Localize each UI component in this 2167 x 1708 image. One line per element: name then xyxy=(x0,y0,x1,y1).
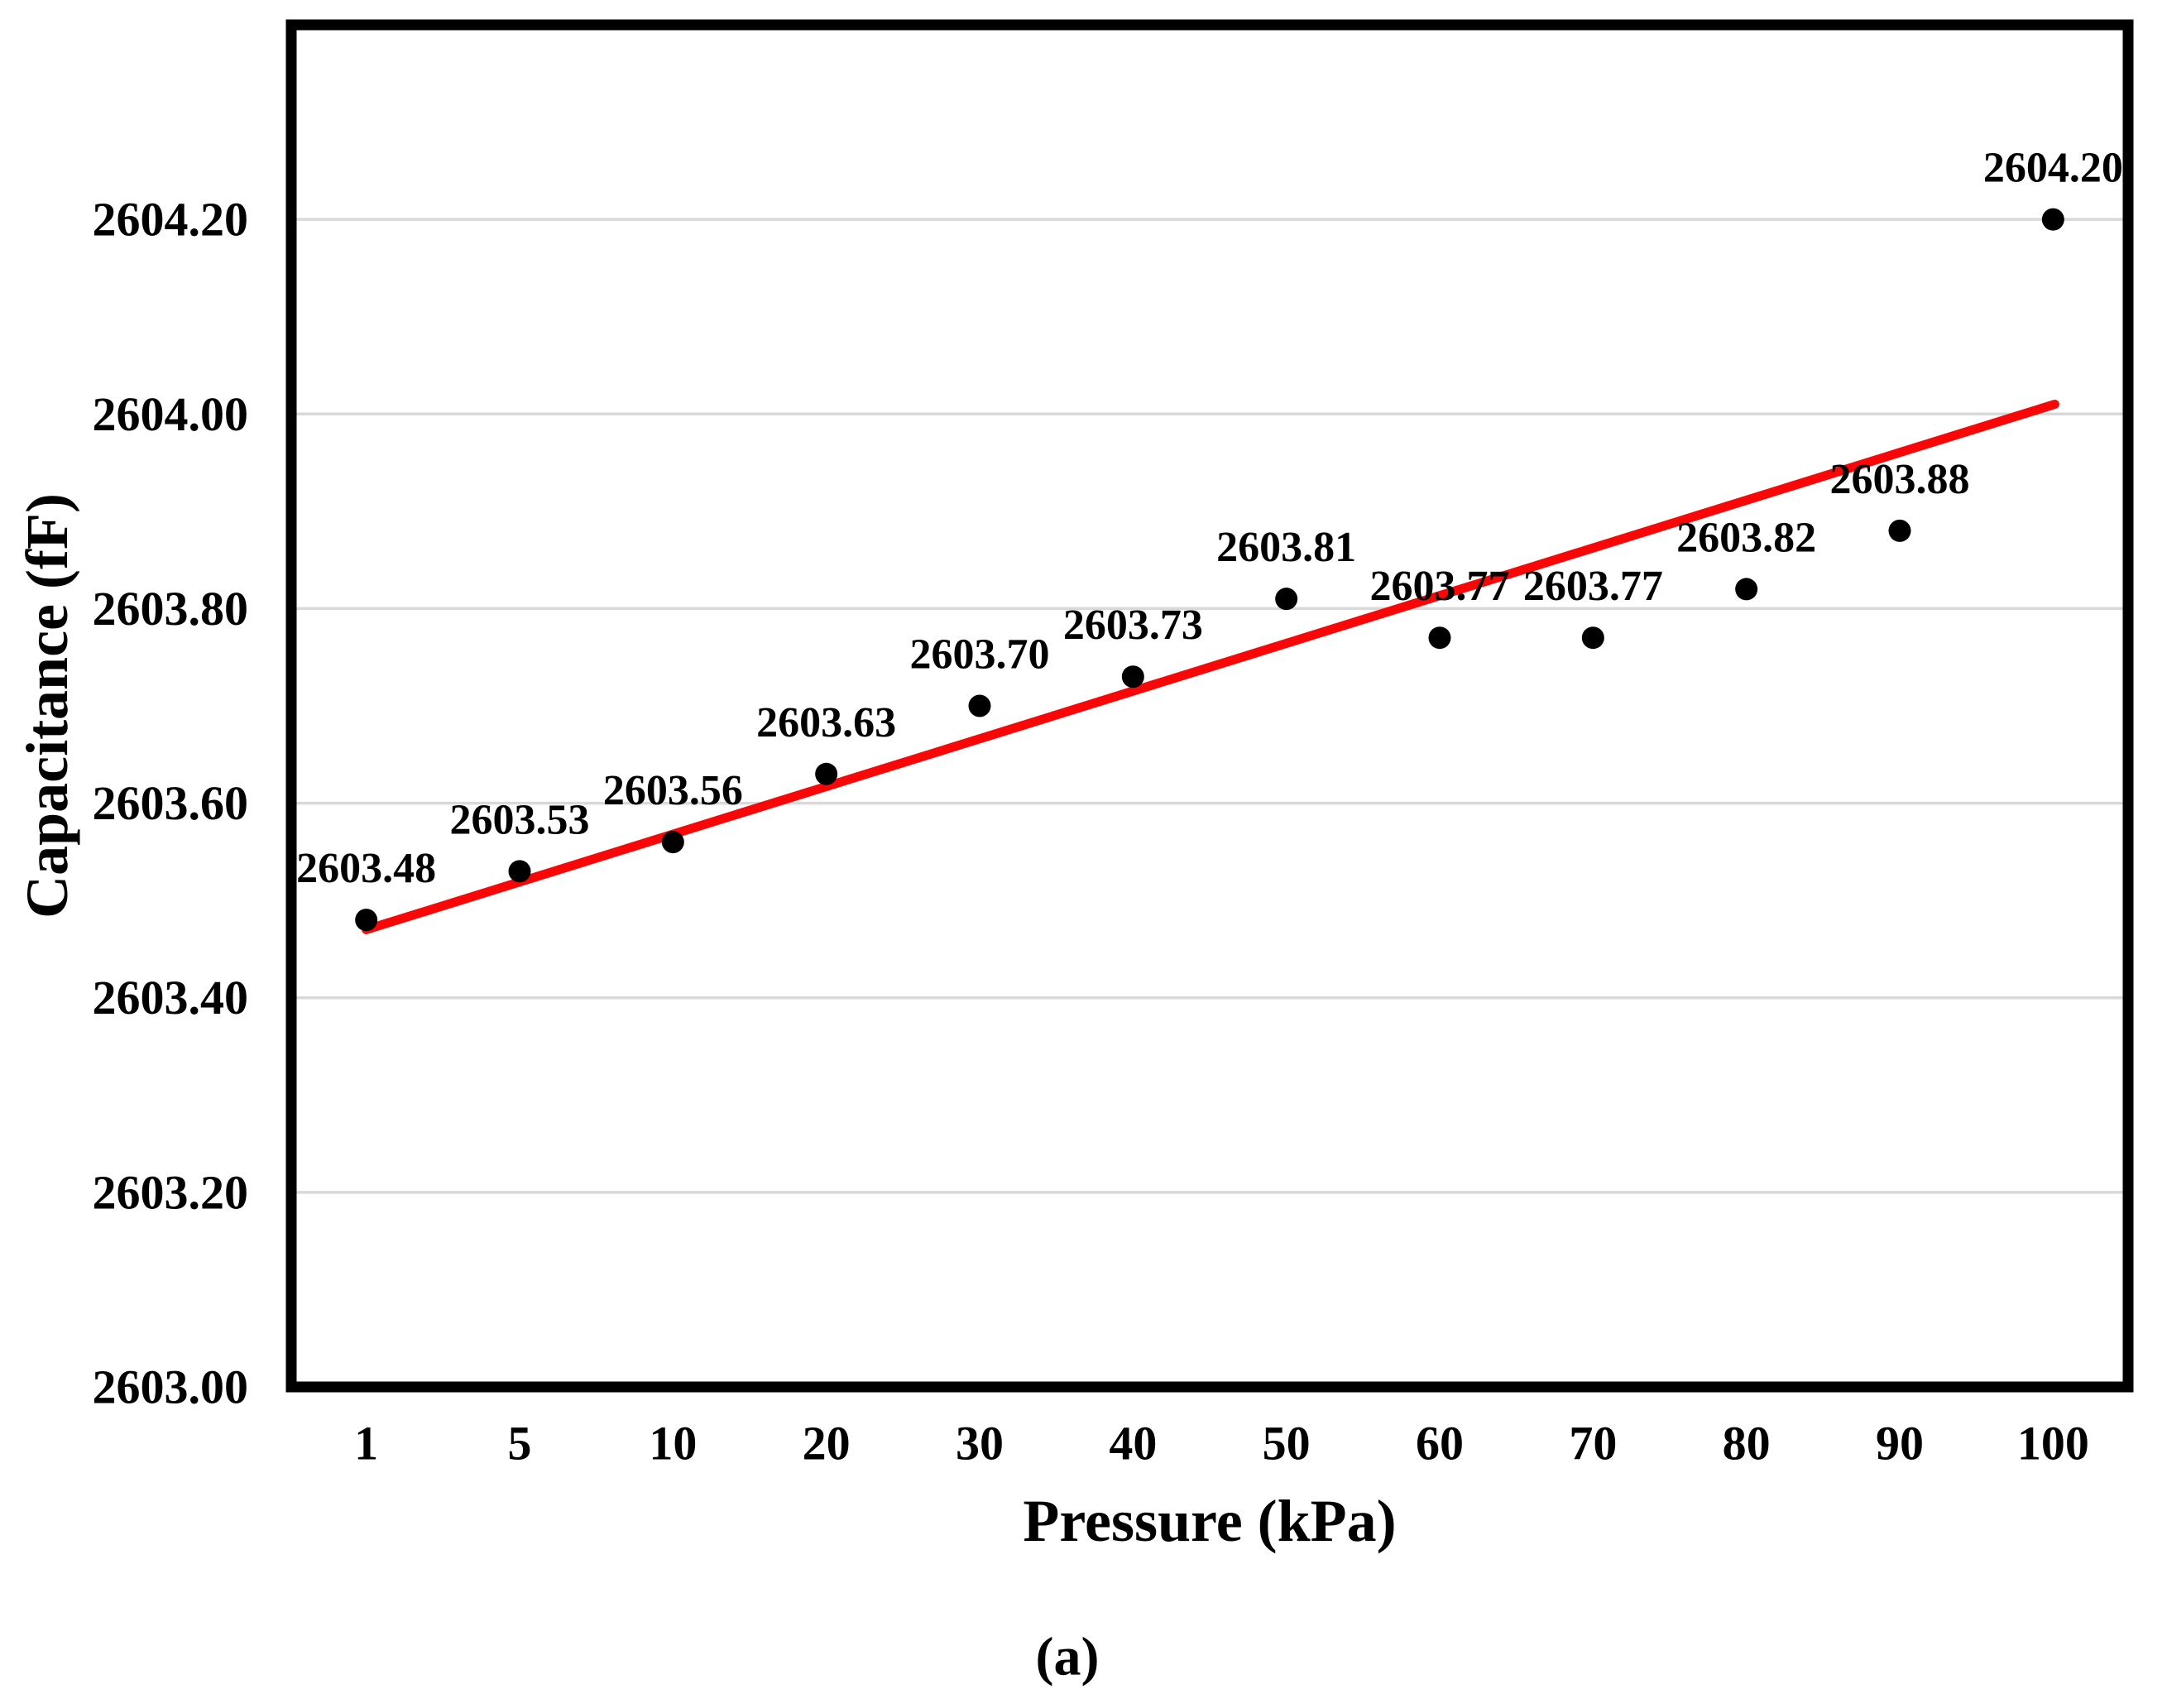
gridlines xyxy=(290,218,2130,1194)
y-axis-title: Capacitance (fF) xyxy=(14,493,80,919)
x-tick-label: 80 xyxy=(1723,1417,1771,1471)
x-tick-label: 20 xyxy=(803,1417,851,1471)
y-tick-label: 2603.00 xyxy=(93,1360,249,1414)
x-tick-label: 70 xyxy=(1569,1417,1617,1471)
y-tick-label: 2603.80 xyxy=(93,582,249,636)
data-point-labels: 2603.48 2603.53 2603.56 2603.63 2603.70 2603.… xyxy=(296,145,2123,893)
x-tick-label: 60 xyxy=(1416,1417,1464,1471)
data-point-label: 2603.48 xyxy=(296,845,436,892)
y-tick-label: 2603.40 xyxy=(93,971,249,1024)
figure-caption: (a) xyxy=(1036,1627,1100,1687)
x-tick-label: 50 xyxy=(1263,1417,1311,1471)
data-point xyxy=(661,831,684,854)
x-tick-label: 1 xyxy=(354,1417,378,1471)
data-point xyxy=(1581,626,1604,650)
data-point xyxy=(1888,519,1911,542)
data-point-label: 2603.77 xyxy=(1370,563,1510,610)
y-tick-label: 2604.20 xyxy=(93,193,249,247)
data-point xyxy=(815,762,838,785)
data-point-label: 2603.81 xyxy=(1216,524,1356,571)
data-point xyxy=(2041,208,2064,231)
data-point-label: 2604.20 xyxy=(1983,145,2123,192)
data-point-label: 2603.77 xyxy=(1523,563,1663,610)
data-point-label: 2603.82 xyxy=(1676,514,1816,561)
x-tick-label: 90 xyxy=(1876,1417,1924,1471)
y-tick-label: 2604.00 xyxy=(93,387,249,441)
y-tick-label: 2603.60 xyxy=(93,776,249,830)
x-tick-label: 10 xyxy=(649,1417,697,1471)
plot-area-border xyxy=(285,19,2134,1393)
x-tick-label: 40 xyxy=(1109,1417,1157,1471)
x-tick-label: 5 xyxy=(508,1417,532,1471)
x-tick-label: 100 xyxy=(2017,1417,2089,1471)
data-point xyxy=(355,909,378,932)
data-points xyxy=(355,208,2064,932)
data-point xyxy=(1121,665,1144,688)
y-axis-tick-labels: 2603.00 2603.20 2603.40 2603.60 2603.80 2604.… xyxy=(93,193,249,1414)
x-axis-title: Pressure (kPa) xyxy=(1023,1488,1396,1554)
data-point-label: 2603.70 xyxy=(910,631,1050,679)
data-point xyxy=(1428,626,1451,650)
data-point-label: 2603.63 xyxy=(756,699,896,746)
data-point-label: 2603.73 xyxy=(1063,602,1203,649)
data-point-label: 2603.56 xyxy=(603,767,743,814)
data-point xyxy=(1735,578,1758,601)
data-point xyxy=(968,694,991,717)
data-point xyxy=(508,860,531,883)
x-tick-label: 30 xyxy=(956,1417,1004,1471)
trendline xyxy=(362,400,2059,934)
y-tick-label: 2603.20 xyxy=(93,1165,249,1219)
x-axis-tick-labels: 1 5 10 20 30 40 50 60 70 80 90 100 xyxy=(354,1417,2089,1471)
data-point xyxy=(1275,588,1298,611)
data-point-label: 2603.53 xyxy=(450,796,590,843)
data-point-label: 2603.88 xyxy=(1830,456,1970,503)
